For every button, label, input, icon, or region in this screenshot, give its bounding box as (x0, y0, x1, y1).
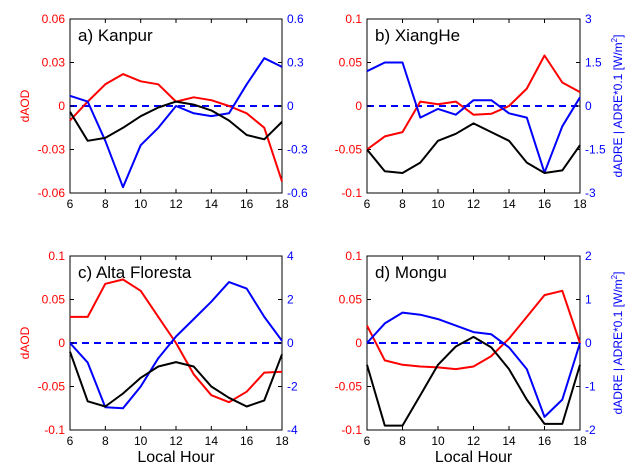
x-tick-label: 14 (502, 434, 516, 448)
right-y-tick-label: -0.3 (287, 143, 308, 157)
right-y-tick-label: -4 (287, 423, 298, 437)
series-line-1 (70, 278, 283, 404)
x-tick-label: 12 (467, 197, 481, 211)
right-y-tick-label: 0 (585, 336, 592, 350)
series-line-1 (366, 289, 581, 371)
x-tick-label: 8 (399, 197, 406, 211)
right-axis-label: dADRE | ADRE*0.1 [W/m2] (610, 272, 625, 415)
panels-group: 6 8 10 12 14 16 18-0.06-0.0300.030.06-0.6-0.30… (18, 12, 625, 464)
right-y-tick-label: 0 (585, 99, 592, 113)
left-y-tick-label: -0.03 (38, 143, 66, 157)
series-line-1 (366, 54, 581, 151)
series-line-2 (69, 57, 283, 189)
left-y-tick-label: 0.05 (339, 56, 363, 70)
x-tick-label: 18 (573, 197, 587, 211)
series-line-3 (69, 351, 283, 408)
left-y-tick-label: -0.05 (335, 143, 363, 157)
left-y-tick-label: -0.1 (44, 423, 65, 437)
x-tick-label: 16 (240, 197, 254, 211)
left-y-tick-label: 0.1 (345, 249, 362, 263)
left-y-tick-label: 0.06 (42, 12, 66, 26)
x-tick-label: 16 (240, 434, 254, 448)
series-line-3 (69, 100, 283, 142)
x-tick-label: 14 (205, 197, 219, 211)
x-tick-label: 6 (67, 434, 74, 448)
x-tick-label: 8 (399, 434, 406, 448)
x-tick-label: 16 (538, 434, 552, 448)
x-tick-label: 6 (364, 434, 371, 448)
series-line-3 (366, 335, 581, 427)
right-y-tick-label: -1 (585, 380, 596, 394)
panel-title: c) Alta Floresta (78, 263, 192, 282)
x-tick-label: 18 (275, 434, 289, 448)
panel-2: 6 8 10 12 14 16 18 -0.1 -0.05 0 0.05 0.1 -3 -1.5 0 1.5 3… (335, 12, 625, 211)
right-y-tick-label: 2 (287, 293, 294, 307)
right-y-tick-label: -1.5 (585, 143, 606, 157)
right-y-tick-label: 1.5 (585, 56, 602, 70)
x-tick-label: 10 (431, 197, 445, 211)
left-y-tick-label: 0.05 (339, 293, 363, 307)
left-y-tick-label: 0.03 (42, 56, 66, 70)
plot-frame (366, 18, 581, 194)
left-y-tick-label: 0 (58, 99, 65, 113)
x-tick-label: 10 (134, 434, 148, 448)
left-y-tick-label: 0 (355, 99, 362, 113)
panel-1: 6 8 10 12 14 16 18 -0.06 -0.03 0 0.03 0.06 -0.6 -0.3 0… (18, 12, 308, 211)
right-y-tick-label: -2 (287, 380, 298, 394)
right-y-tick-label: 3 (585, 12, 592, 26)
series-line-2 (366, 311, 581, 418)
left-y-tick-label: -0.05 (38, 380, 66, 394)
right-y-tick-label: -2 (585, 423, 596, 437)
right-y-tick-label: -3 (585, 186, 596, 200)
x-tick-label: 18 (573, 434, 587, 448)
x-tick-label: 10 (431, 434, 445, 448)
panel-title: d) Mongu (375, 263, 447, 282)
x-tick-label: 14 (205, 434, 219, 448)
x-tick-label: 16 (538, 197, 552, 211)
panel-3: 6 8 10 12 14 16 18 -0.1 -0.05 0 0.05 0.1 -4 -2 0 2 4 c) A… (18, 249, 298, 464)
x-tick-label: 12 (169, 434, 183, 448)
right-y-tick-label: 0.6 (287, 12, 304, 26)
left-y-tick-label: 0 (355, 336, 362, 350)
left-y-tick-label: -0.06 (38, 186, 66, 200)
right-y-tick-label: 0 (287, 99, 294, 113)
x-tick-label: 6 (67, 197, 74, 211)
x-tick-label: 8 (102, 434, 109, 448)
x-axis-label: Local Hour (435, 449, 513, 464)
left-y-tick-label: 0.1 (48, 249, 65, 263)
left-y-tick-label: 0 (58, 336, 65, 350)
right-y-tick-label: 4 (287, 249, 294, 263)
x-tick-label: 10 (134, 197, 148, 211)
right-y-tick-label: 0 (287, 336, 294, 350)
x-tick-label: 8 (102, 197, 109, 211)
left-axis-label: dAOD (18, 326, 32, 359)
left-y-tick-label: 0.1 (345, 12, 362, 26)
panel-title: a) Kanpur (78, 26, 153, 45)
x-tick-label: 14 (502, 197, 516, 211)
panel-title: b) XiangHe (375, 26, 460, 45)
right-y-tick-label: 0.3 (287, 56, 304, 70)
left-y-tick-label: -0.1 (341, 186, 362, 200)
right-y-tick-label: -0.6 (287, 186, 308, 200)
x-axis-label: Local Hour (137, 449, 215, 464)
x-tick-label: 12 (169, 197, 183, 211)
left-axis-label: dAOD (18, 89, 32, 122)
left-y-tick-label: 0.05 (42, 293, 66, 307)
x-tick-label: 6 (364, 197, 371, 211)
right-axis-label: dADRE | ADRE*0.1 [W/m2] (610, 35, 625, 178)
series-line-3 (366, 122, 581, 174)
x-tick-label: 18 (275, 197, 289, 211)
left-y-tick-label: -0.1 (341, 423, 362, 437)
right-y-tick-label: 2 (585, 249, 592, 263)
left-y-tick-label: -0.05 (335, 380, 363, 394)
x-tick-label: 12 (467, 434, 481, 448)
right-y-tick-label: 1 (585, 293, 592, 307)
